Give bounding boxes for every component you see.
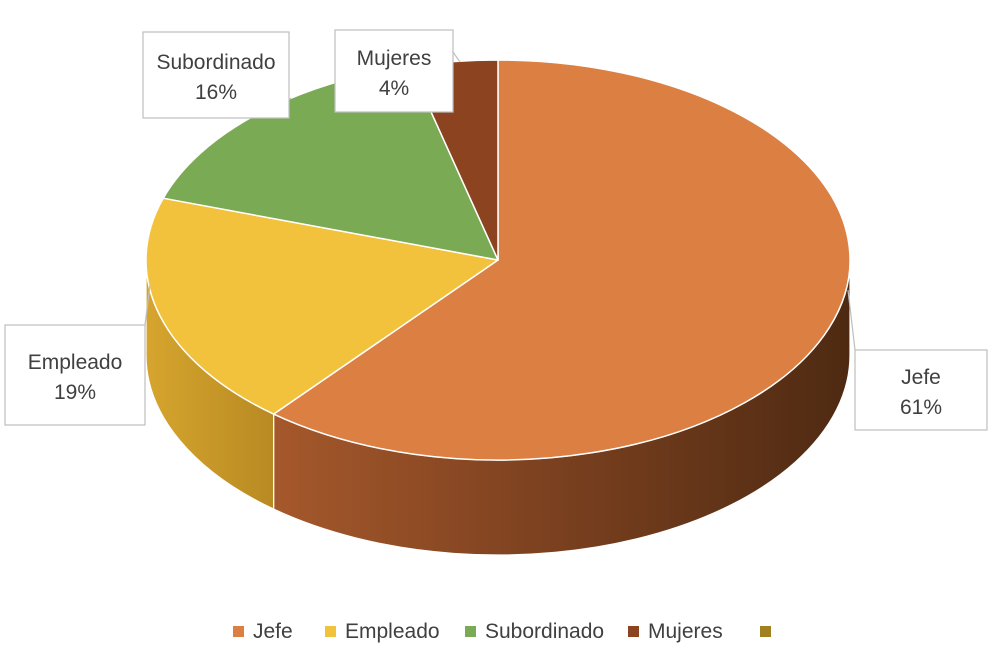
data-label-subordinado: Subordinado 16% [142, 31, 292, 119]
data-label-value-subordinado: 16% [195, 81, 237, 104]
data-label-category-jefe: Jefe [901, 366, 941, 389]
legend-swatch-subordinado [465, 626, 476, 637]
data-label-value-jefe: 61% [900, 396, 942, 419]
legend-item-subordinado[interactable]: Subordinado [465, 620, 604, 643]
legend-label-jefe: Jefe [253, 620, 293, 643]
data-label-mujeres: Mujeres 4% [334, 29, 461, 113]
data-label-value-mujeres: 4% [379, 77, 409, 100]
data-label-callouts: Jefe 61% Empleado 19% Subordinado 16% Mujeres 4… [4, 29, 988, 431]
data-label-value-empleado: 19% [54, 381, 96, 404]
legend-item-jefe[interactable]: Jefe [233, 620, 293, 643]
leader-line-jefe [847, 289, 856, 351]
legend-item-item-4[interactable] [760, 626, 771, 637]
data-label-category-subordinado: Subordinado [156, 51, 275, 74]
legend-swatch-jefe [233, 626, 244, 637]
callout-box-mujeres [334, 29, 454, 113]
legend-label-subordinado: Subordinado [485, 620, 604, 643]
legend-item-mujeres[interactable]: Mujeres [628, 620, 723, 643]
leader-line-mujeres [452, 51, 461, 63]
pie-slice-jefe[interactable] [272, 59, 851, 461]
callout-box-subordinado [142, 31, 290, 119]
legend-swatch-empleado [325, 626, 336, 637]
legend-label-mujeres: Mujeres [648, 620, 723, 643]
legend-label-empleado: Empleado [345, 620, 440, 643]
callout-box-empleado [4, 324, 146, 426]
pie-slice-empleado[interactable] [145, 197, 499, 415]
data-label-category-mujeres: Mujeres [357, 47, 432, 70]
data-label-empleado: Empleado 19% [4, 284, 151, 426]
leader-line-empleado [144, 284, 151, 326]
data-label-category-empleado: Empleado [28, 351, 123, 374]
callout-box-jefe [854, 349, 988, 431]
pie-top-slices [145, 59, 851, 461]
legend-item-empleado[interactable]: Empleado [325, 620, 440, 643]
legend: Jefe Empleado Subordinado Mujeres [233, 620, 771, 643]
data-label-jefe: Jefe 61% [847, 289, 988, 431]
legend-swatch-item-4 [760, 626, 771, 637]
legend-swatch-mujeres [628, 626, 639, 637]
